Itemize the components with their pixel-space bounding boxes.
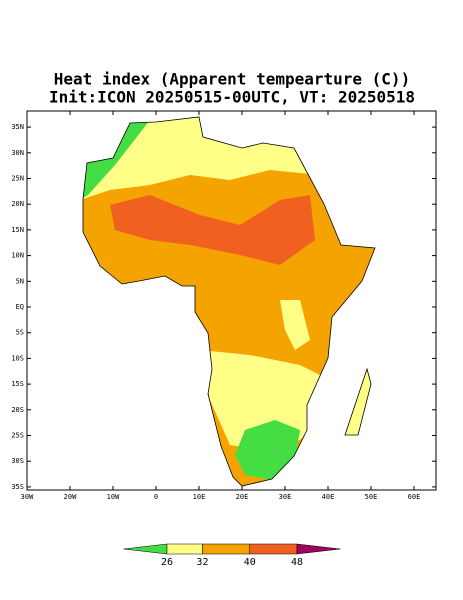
x-tick-label: 50E [365, 493, 378, 501]
x-tick-label: 10W [107, 493, 120, 501]
x-tick-label: 20W [64, 493, 77, 501]
colorbar-segment [249, 543, 298, 555]
x-tick-label: 60E [408, 493, 421, 501]
colorbar-label: 48 [291, 557, 303, 568]
colorbar-label: 32 [196, 557, 208, 568]
y-tick-label: 5N [16, 277, 24, 285]
map-title: Heat index (Apparent tempearture (C)) [54, 70, 410, 89]
x-tick-label: 30E [279, 493, 292, 501]
axes: 35N 30N 25N 20N 15N 10N 5N EQ 5S 10S 15S 20S 25S 30S 3… [11, 111, 436, 501]
y-tick-label: 10N [11, 252, 24, 260]
y-tick-label: 30S [11, 457, 24, 465]
y-tick-label: 15N [11, 226, 24, 234]
y-tick-label: 10S [11, 354, 24, 362]
x-tick-label: 30W [21, 493, 34, 501]
colorbar-low [123, 543, 168, 555]
y-tick-label: 20S [11, 406, 24, 414]
y-tick-label: 20N [11, 200, 24, 208]
y-tick-label: 35S [11, 483, 24, 491]
y-tick-label: 25N [11, 175, 24, 183]
y-tick-label: EQ [16, 303, 24, 311]
x-tick-label: 20E [236, 493, 249, 501]
y-tick-label: 30N [11, 149, 24, 157]
x-tick-label: 0 [154, 493, 158, 501]
x-tick-label: 10E [193, 493, 206, 501]
africa-outline [82, 116, 376, 487]
y-tick-label: 35N [11, 123, 24, 131]
y-tick-label: 25S [11, 432, 24, 440]
colorbar-high [296, 543, 341, 555]
colorbar-label: 26 [161, 557, 173, 568]
colorbar: 26 32 40 48 [123, 543, 341, 568]
colorbar-label: 40 [244, 557, 256, 568]
madagascar [344, 367, 372, 436]
colorbar-segment [202, 543, 250, 555]
y-tick-label: 5S [16, 329, 24, 337]
map-subtitle: Init:ICON 20250515-00UTC, VT: 20250518 [49, 88, 415, 107]
x-tick-label: 40E [322, 493, 335, 501]
y-tick-label: 15S [11, 380, 24, 388]
colorbar-segment [166, 543, 203, 555]
